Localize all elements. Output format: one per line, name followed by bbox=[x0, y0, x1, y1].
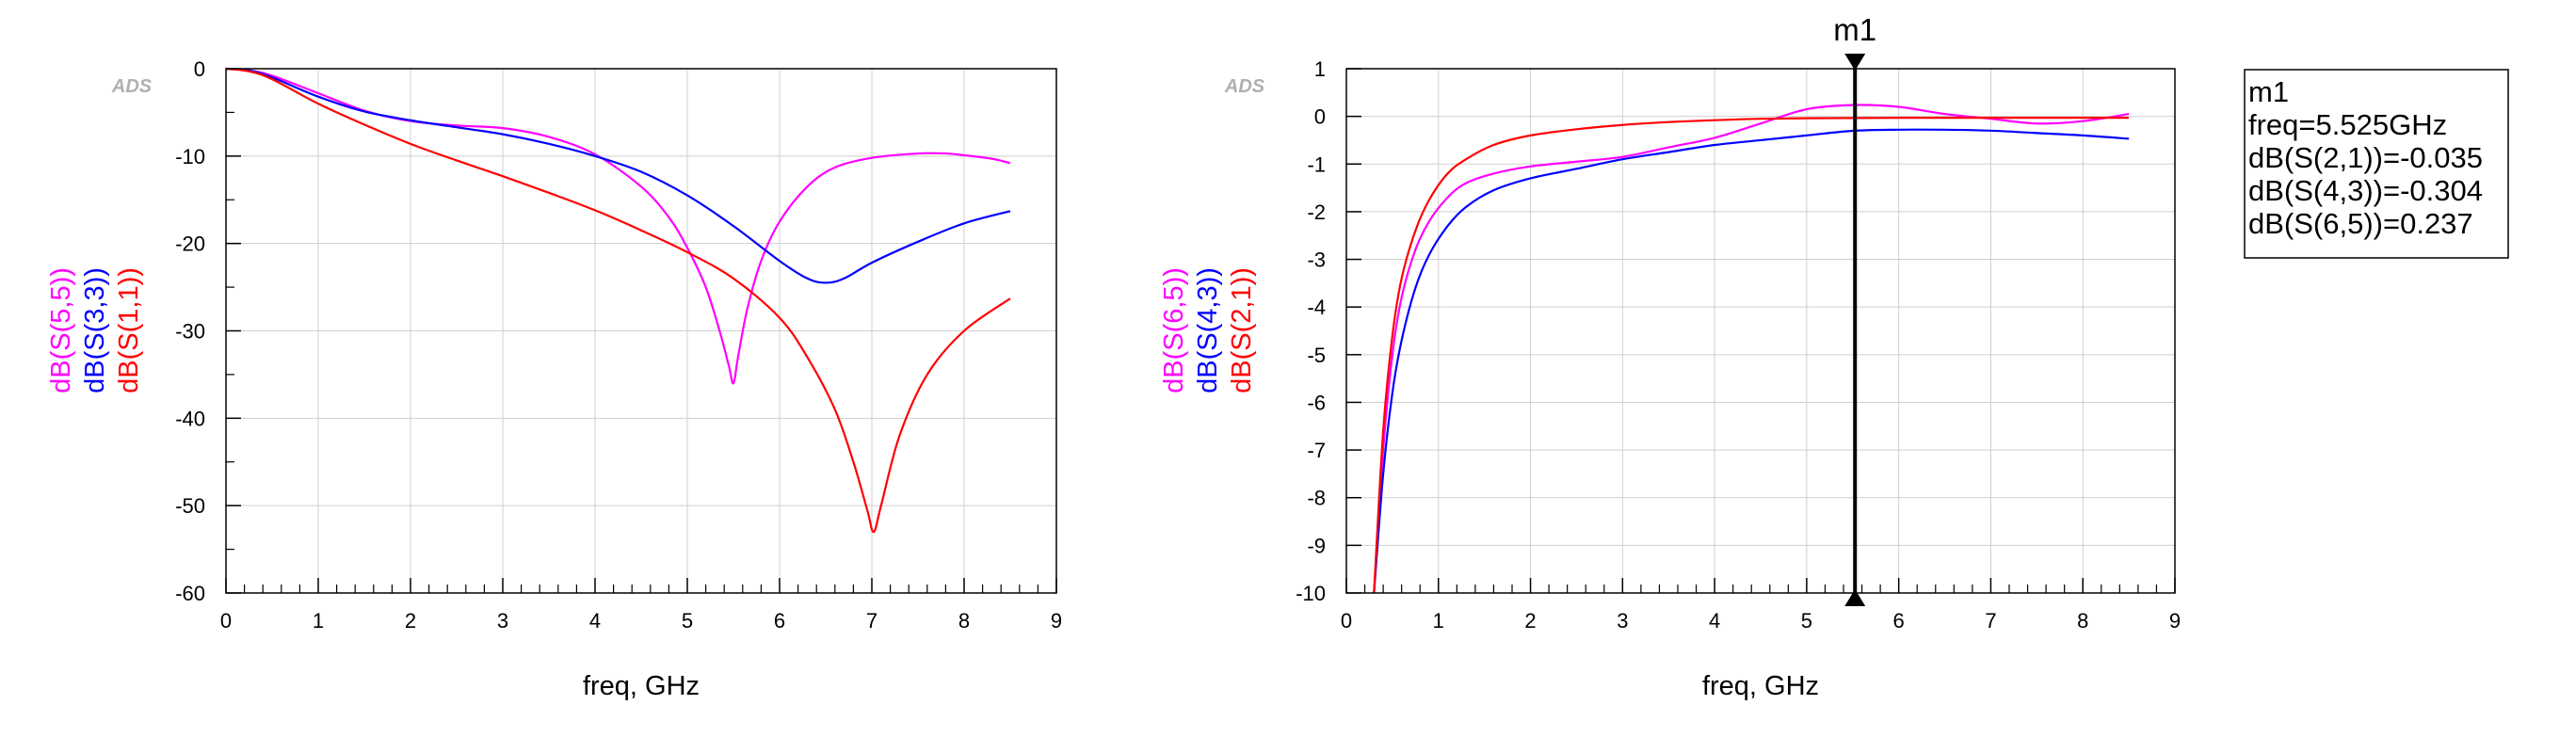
readout-line-s21: dB(S(2,1))=-0.035 bbox=[2248, 141, 2483, 174]
marker-readout-box[interactable]: m1 freq=5.525GHz dB(S(2,1))=-0.035 dB(S(… bbox=[2244, 69, 2509, 259]
readout-line-s43: dB(S(4,3))=-0.304 bbox=[2248, 174, 2483, 207]
x-tick-label: 7 bbox=[1985, 609, 1996, 633]
chart-2-legend: dB(S(6,5)) dB(S(4,3)) dB(S(2,1)) bbox=[1159, 267, 1257, 393]
x-tick-label: 3 bbox=[497, 609, 508, 633]
chart-2-legend-s43: dB(S(4,3)) bbox=[1193, 267, 1223, 393]
x-tick-label: 2 bbox=[1524, 609, 1536, 633]
x-tick-label: 0 bbox=[1341, 609, 1352, 633]
y-tick-label: -2 bbox=[1307, 200, 1326, 224]
marker-m1-top-triangle[interactable] bbox=[1844, 54, 1866, 71]
chart-1-legend-s33: dB(S(3,3)) bbox=[80, 267, 110, 393]
chart-1-xlabel: freq, GHz bbox=[583, 671, 700, 701]
marker-m1-label: m1 bbox=[1833, 12, 1876, 47]
x-tick-label: 9 bbox=[2169, 609, 2181, 633]
y-tick-label: -7 bbox=[1307, 439, 1326, 462]
y-tick-label: -20 bbox=[175, 232, 205, 256]
x-tick-label: 3 bbox=[1617, 609, 1628, 633]
x-tick-label: 8 bbox=[958, 609, 970, 633]
y-tick-label: -1 bbox=[1307, 152, 1326, 176]
chart-2-series bbox=[1373, 104, 2130, 594]
series-line-db-s-4-3- bbox=[1373, 128, 2130, 594]
chart-2-grid bbox=[1345, 68, 2176, 594]
y-tick-label: 1 bbox=[1314, 57, 1326, 81]
readout-line-title: m1 bbox=[2248, 75, 2289, 108]
y-tick-label: -8 bbox=[1307, 487, 1326, 510]
x-tick-label: 8 bbox=[2077, 609, 2088, 633]
chart-2-legend-s65: dB(S(6,5)) bbox=[1159, 267, 1189, 393]
series-line-db-s-3-3- bbox=[225, 67, 1011, 284]
series-line-db-s-2-1- bbox=[1373, 117, 2130, 594]
y-tick-label: -30 bbox=[175, 320, 205, 344]
y-tick-label: -6 bbox=[1307, 391, 1326, 414]
x-tick-label: 5 bbox=[1801, 609, 1812, 633]
x-tick-label: 1 bbox=[1433, 609, 1444, 633]
x-tick-label: 1 bbox=[313, 609, 324, 633]
chart-1-grid bbox=[225, 68, 1057, 594]
chart-1-series bbox=[225, 67, 1011, 534]
chart-2-legend-s21: dB(S(2,1)) bbox=[1227, 267, 1257, 393]
y-tick-label: 0 bbox=[194, 57, 205, 81]
x-tick-label: 4 bbox=[589, 609, 601, 633]
chart-1: ADS 0 1 2 3 4 5 6 7 8 9 0 -10 -20 -30 -40 -50 -60 freq, … bbox=[46, 57, 1062, 701]
x-tick-label: 4 bbox=[1709, 609, 1720, 633]
x-tick-label: 5 bbox=[682, 609, 693, 633]
x-tick-label: 6 bbox=[774, 609, 785, 633]
marker-m1-bottom-triangle[interactable] bbox=[1844, 589, 1866, 606]
x-tick-label: 6 bbox=[1893, 609, 1905, 633]
chart-1-plot-frame bbox=[225, 68, 1057, 594]
chart-1-axes: 0 1 2 3 4 5 6 7 8 9 0 -10 -20 -30 -40 -50 -60 bbox=[175, 57, 1062, 633]
y-tick-label: -10 bbox=[1296, 582, 1326, 605]
y-tick-label: -9 bbox=[1307, 534, 1326, 557]
chart-2-watermark: ADS bbox=[1224, 76, 1265, 97]
chart-2-axes: 0 1 2 3 4 5 6 7 8 910-1-2-3-4-5-6-7-8-9-10 bbox=[1296, 57, 2181, 633]
chart-1-legend-s55: dB(S(5,5)) bbox=[46, 267, 76, 393]
chart-1-legend-s11: dB(S(1,1)) bbox=[114, 267, 144, 393]
marker-m1[interactable]: m1 bbox=[1833, 12, 1876, 606]
marker-readout-frame bbox=[2244, 69, 2509, 259]
y-tick-label: 0 bbox=[1314, 105, 1326, 129]
y-tick-label: -10 bbox=[175, 145, 205, 168]
chart-2-xlabel: freq, GHz bbox=[1702, 671, 1819, 701]
readout-line-s65: dB(S(6,5))=0.237 bbox=[2248, 207, 2473, 240]
x-tick-label: 7 bbox=[866, 609, 877, 633]
y-tick-label: -5 bbox=[1307, 344, 1326, 367]
chart-1-watermark: ADS bbox=[111, 76, 153, 97]
chart-2-plot-frame bbox=[1345, 68, 2176, 594]
y-tick-label: -40 bbox=[175, 407, 205, 430]
chart-1-legend: dB(S(5,5)) dB(S(3,3)) dB(S(1,1)) bbox=[46, 267, 144, 393]
x-tick-label: 2 bbox=[405, 609, 416, 633]
chart-2: ADS 0 1 2 3 4 5 6 7 8 910-1-2-3-4-5-6-7-8-9-10 fr… bbox=[1159, 12, 2509, 701]
y-tick-label: -50 bbox=[175, 494, 205, 518]
y-tick-label: -3 bbox=[1307, 248, 1326, 272]
x-tick-label: 9 bbox=[1051, 609, 1062, 633]
readout-line-freq: freq=5.525GHz bbox=[2248, 108, 2447, 141]
x-tick-label: 0 bbox=[220, 609, 232, 633]
series-line-db-s-6-5- bbox=[1373, 104, 2130, 594]
y-tick-label: -4 bbox=[1307, 296, 1326, 319]
series-line-db-s-1-1- bbox=[225, 67, 1011, 534]
y-tick-label: -60 bbox=[175, 582, 205, 605]
